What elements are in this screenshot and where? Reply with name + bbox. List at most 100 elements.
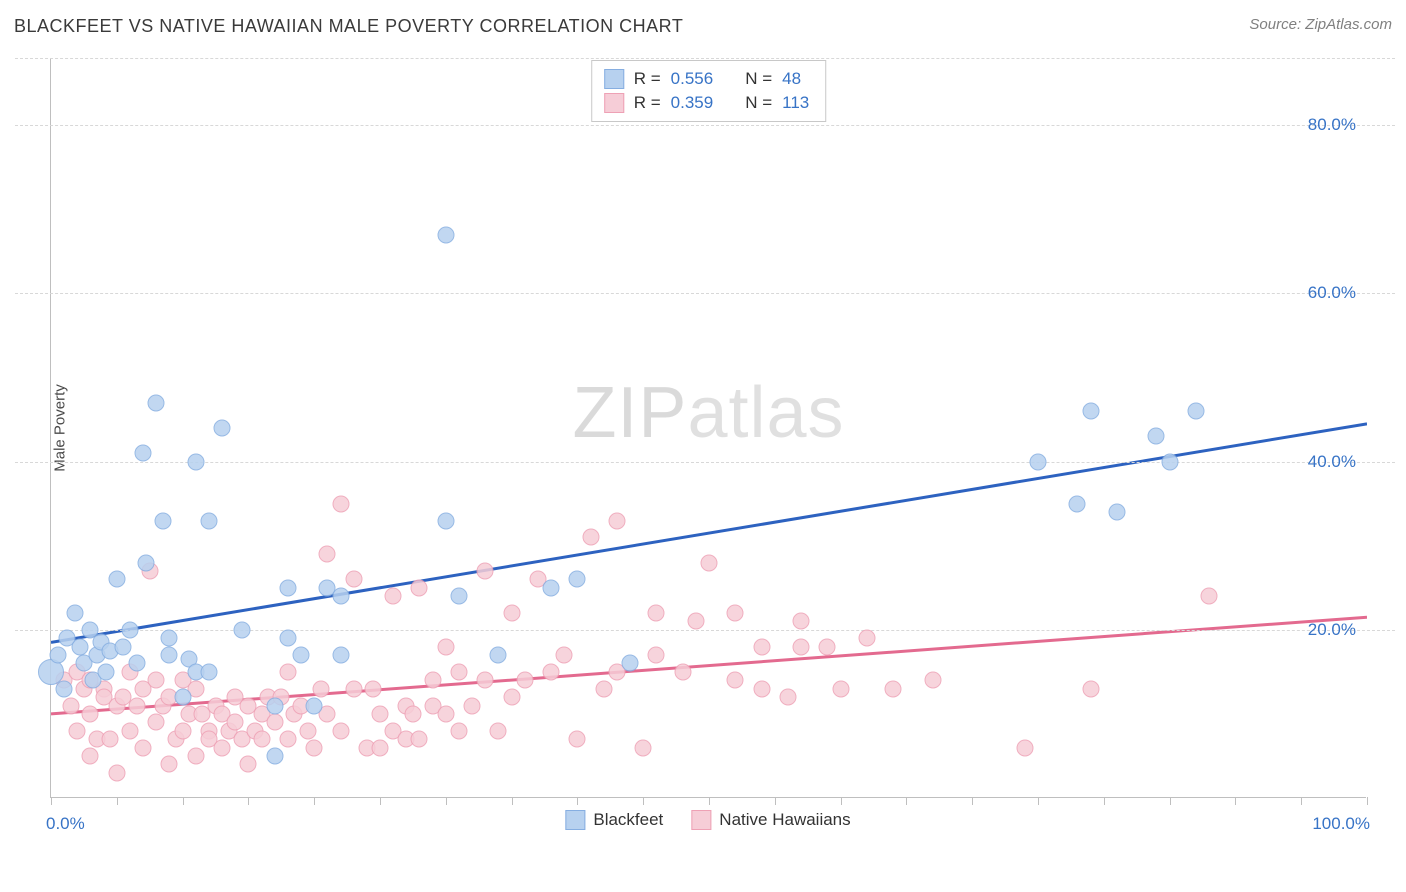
scatter-point xyxy=(727,605,744,622)
scatter-point xyxy=(411,731,428,748)
source-name: ZipAtlas.com xyxy=(1305,16,1392,33)
x-tick xyxy=(841,797,842,805)
scatter-point xyxy=(66,605,83,622)
chart-title: BLACKFEET VS NATIVE HAWAIIAN MALE POVERT… xyxy=(14,16,683,37)
scatter-point xyxy=(464,697,481,714)
scatter-point xyxy=(121,621,138,638)
scatter-point xyxy=(424,672,441,689)
scatter-point xyxy=(128,697,145,714)
scatter-point xyxy=(161,647,178,664)
scatter-point xyxy=(115,638,132,655)
scatter-point xyxy=(365,680,382,697)
scatter-point xyxy=(108,764,125,781)
scatter-point xyxy=(319,546,336,563)
trendlines-svg xyxy=(51,58,1367,798)
legend-r-value-pink: 0.359 xyxy=(671,91,714,115)
x-axis-min-label: 0.0% xyxy=(46,814,85,834)
scatter-point xyxy=(503,689,520,706)
series-label: Native Hawaiians xyxy=(719,810,850,830)
x-tick xyxy=(1367,797,1368,805)
scatter-point xyxy=(701,554,718,571)
scatter-point xyxy=(516,672,533,689)
x-tick xyxy=(775,797,776,805)
grid-line xyxy=(15,58,1395,59)
legend-swatch-blue xyxy=(604,69,624,89)
x-tick xyxy=(512,797,513,805)
scatter-point xyxy=(332,588,349,605)
scatter-point xyxy=(648,647,665,664)
x-tick xyxy=(380,797,381,805)
scatter-point xyxy=(1108,504,1125,521)
scatter-point xyxy=(253,731,270,748)
scatter-point xyxy=(648,605,665,622)
scatter-point xyxy=(404,705,421,722)
scatter-point xyxy=(569,571,586,588)
grid-line xyxy=(15,462,1395,463)
grid-line xyxy=(15,630,1395,631)
scatter-point xyxy=(279,731,296,748)
scatter-point xyxy=(214,420,231,437)
scatter-point xyxy=(543,663,560,680)
legend-row-blackfeet: R = 0.556 N = 48 xyxy=(604,67,810,91)
scatter-point xyxy=(279,579,296,596)
scatter-point xyxy=(1187,403,1204,420)
scatter-point xyxy=(490,647,507,664)
scatter-point xyxy=(174,689,191,706)
scatter-point xyxy=(148,672,165,689)
x-tick xyxy=(643,797,644,805)
scatter-point xyxy=(345,571,362,588)
correlation-legend: R = 0.556 N = 48 R = 0.359 N = 113 xyxy=(591,60,827,122)
scatter-point xyxy=(727,672,744,689)
scatter-point xyxy=(885,680,902,697)
legend-row-hawaiian: R = 0.359 N = 113 xyxy=(604,91,810,115)
scatter-point xyxy=(108,571,125,588)
series-legend: Blackfeet Native Hawaiians xyxy=(565,810,850,830)
scatter-point xyxy=(503,605,520,622)
scatter-point xyxy=(1030,453,1047,470)
scatter-point xyxy=(266,714,283,731)
grid-line xyxy=(15,293,1395,294)
scatter-point xyxy=(450,588,467,605)
x-tick xyxy=(1038,797,1039,805)
scatter-point xyxy=(793,638,810,655)
x-tick xyxy=(314,797,315,805)
scatter-point xyxy=(227,714,244,731)
scatter-point xyxy=(858,630,875,647)
x-tick xyxy=(972,797,973,805)
y-tick-label: 40.0% xyxy=(1308,452,1356,472)
scatter-point xyxy=(753,638,770,655)
source-attribution: Source: ZipAtlas.com xyxy=(1249,16,1392,33)
scatter-point xyxy=(98,663,115,680)
scatter-point xyxy=(437,512,454,529)
scatter-point xyxy=(1201,588,1218,605)
legend-swatch-pink xyxy=(691,810,711,830)
scatter-point xyxy=(200,512,217,529)
legend-n-value-pink: 113 xyxy=(782,91,809,115)
scatter-point xyxy=(1148,428,1165,445)
legend-r-label: R = xyxy=(634,67,661,91)
scatter-point xyxy=(450,663,467,680)
scatter-point xyxy=(687,613,704,630)
scatter-point xyxy=(279,630,296,647)
legend-swatch-blue xyxy=(565,810,585,830)
scatter-point xyxy=(332,647,349,664)
scatter-point xyxy=(102,731,119,748)
scatter-point xyxy=(121,722,138,739)
scatter-point xyxy=(569,731,586,748)
scatter-point xyxy=(266,697,283,714)
scatter-point xyxy=(312,680,329,697)
scatter-point xyxy=(372,705,389,722)
scatter-point xyxy=(200,663,217,680)
scatter-point xyxy=(819,638,836,655)
scatter-point xyxy=(233,621,250,638)
legend-n-label: N = xyxy=(745,67,772,91)
scatter-point xyxy=(543,579,560,596)
scatter-point xyxy=(608,512,625,529)
y-tick-label: 80.0% xyxy=(1308,115,1356,135)
scatter-point xyxy=(635,739,652,756)
scatter-point xyxy=(266,747,283,764)
scatter-point xyxy=(832,680,849,697)
legend-r-label: R = xyxy=(634,91,661,115)
scatter-point xyxy=(62,697,79,714)
scatter-point xyxy=(1069,495,1086,512)
